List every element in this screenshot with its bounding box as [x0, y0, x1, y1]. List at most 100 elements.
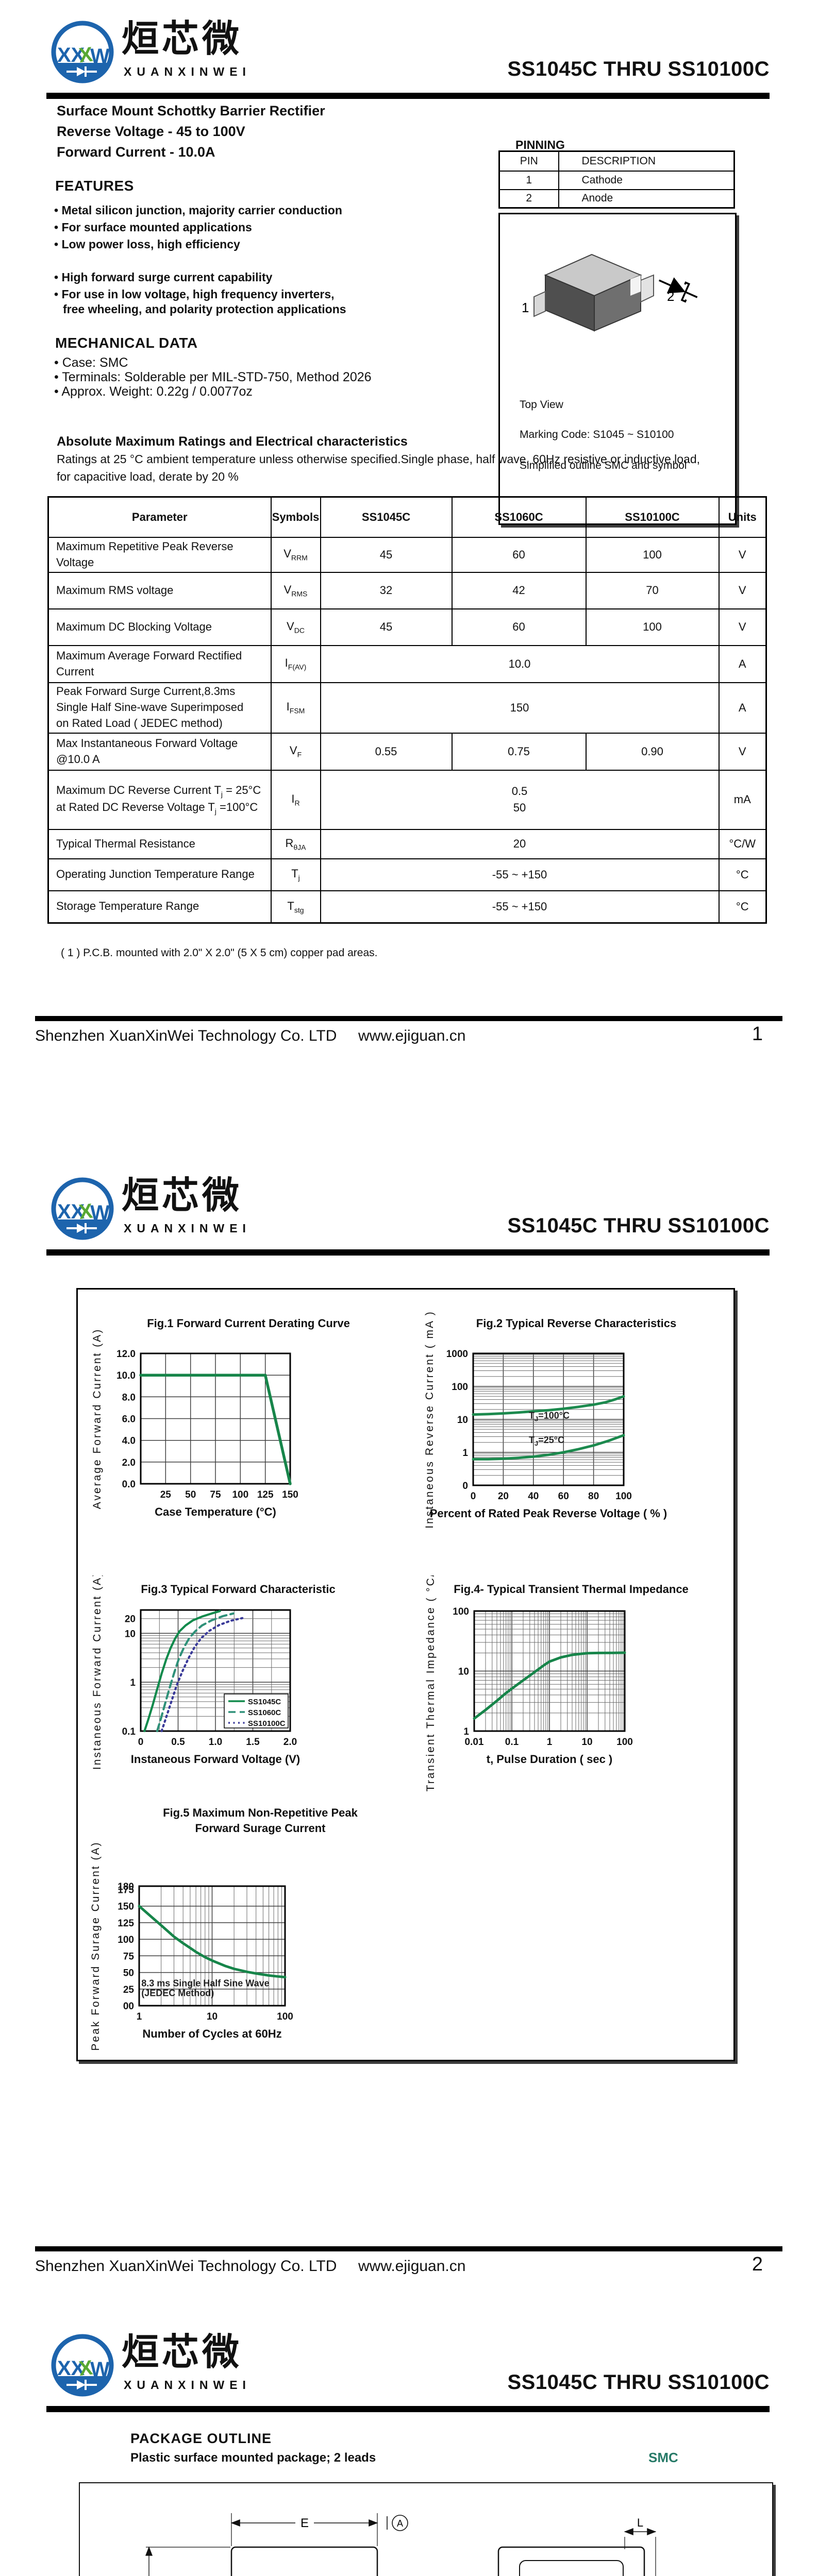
fig2-annotation: TJ​=100°C: [529, 1410, 570, 1422]
svg-text:1: 1: [137, 2011, 142, 2022]
value-cell: 45: [320, 608, 453, 646]
footer-rule: [35, 1016, 782, 1021]
fig3-series-SS1060C: [156, 1612, 235, 1733]
fig4-title: Fig.4- Typical Transient Thermal Impedan…: [454, 1583, 689, 1596]
svg-text:60: 60: [558, 1491, 569, 1502]
symbol-cell: IF(AV): [270, 645, 321, 683]
svg-text:10: 10: [458, 1667, 469, 1677]
page-number: 2: [752, 2253, 763, 2275]
fig3-ylabel: Instaneous Forward Current (A): [91, 1575, 103, 1770]
schottky-diode-symbol-icon: [658, 277, 698, 303]
ratings-conditions-2: for capacitive load, derate by 20 %: [57, 470, 239, 483]
ratings-row: Maximum Repetitive Peak Reverse Voltage V…: [47, 536, 767, 573]
pinning-row: 2 Anode: [498, 189, 735, 209]
svg-text:XX: XX: [57, 44, 85, 66]
value-cell: 10.0: [320, 645, 720, 683]
ratings-header-cell: SS10100C: [585, 496, 720, 538]
pin1-label: 1: [522, 300, 529, 315]
parameter-line: Peak Forward Surge Current,8.3ms: [56, 685, 236, 698]
ratings-row: Maximum DC Blocking Voltage VDC 45 60 100 V: [47, 608, 767, 646]
value-cell: 42: [451, 571, 587, 609]
svg-text:10: 10: [581, 1737, 592, 1748]
svg-text:00: 00: [123, 2001, 134, 2012]
parameter-line: Maximum DC Reverse Current Tj = 25°C: [56, 784, 261, 799]
fig4-series-Zth: [473, 1651, 626, 1720]
parameter-cell: Max Instantaneous Forward Voltage @10.0 …: [47, 732, 272, 771]
parameter-line: Typical Thermal Resistance: [56, 837, 195, 850]
svg-text:180: 180: [118, 1882, 134, 1892]
svg-text:100: 100: [277, 2011, 293, 2022]
header-rule: [46, 2406, 770, 2412]
mechanical-data-heading: MECHANICAL DATA: [55, 335, 198, 351]
ratings-table-el: Parameter Symbols SS1045C SS1060C SS10100C Un…: [47, 496, 767, 924]
svg-text:100: 100: [118, 1935, 134, 1945]
svg-text:XX: XX: [57, 1200, 85, 1223]
value-cell: 45: [320, 536, 453, 573]
unit-cell: V: [718, 732, 767, 771]
value-cell: 60: [451, 536, 587, 573]
unit-cell: °C/W: [718, 828, 767, 859]
parameter-cell: Maximum RMS voltage: [47, 571, 272, 609]
package-name-smc: SMC: [648, 2450, 678, 2465]
parameter-line: Maximum DC Blocking Voltage: [56, 620, 212, 633]
svg-text:12.0: 12.0: [116, 1349, 136, 1360]
pinning-header-cell: PIN: [498, 150, 559, 172]
ratings-row: Peak Forward Surge Current,8.3ms Single H…: [47, 682, 767, 734]
ratings-header-cell: SS1060C: [451, 496, 587, 538]
svg-text:2.0: 2.0: [122, 1458, 136, 1468]
mechanical-item: • Case: SMC: [54, 355, 128, 370]
page-header: XX X W 烜芯微 XUANXINWEI SS1045C THRU SS10100C: [0, 1157, 818, 1260]
ratings-header-cell: Symbols: [270, 496, 321, 538]
svg-text:1: 1: [462, 1448, 468, 1459]
svg-text:20: 20: [498, 1491, 509, 1502]
unit-cell: °C: [718, 890, 767, 924]
footer-company: Shenzhen XuanXinWei Technology Co. LTD: [35, 1027, 337, 1044]
feature-item: • For use in low voltage, high frequency…: [54, 287, 335, 301]
svg-text:10: 10: [207, 2011, 218, 2022]
value-cell: 32: [320, 571, 453, 609]
fig3-series-SS10100C: [160, 1617, 244, 1733]
ratings-table: Parameter Symbols SS1045C SS1060C SS10100C Un…: [47, 496, 767, 924]
ratings-row: Maximum Average Forward Rectified Curren…: [47, 645, 767, 683]
stacked-value: 0.5: [511, 785, 528, 798]
ratings-row: Maximum DC Reverse Current Tj = 25°C at R…: [47, 769, 767, 830]
unit-cell: mA: [718, 769, 767, 830]
unit-cell: V: [718, 608, 767, 646]
svg-text:0.0: 0.0: [122, 1479, 136, 1490]
svg-text:10: 10: [125, 1629, 136, 1639]
parameter-line: Maximum RMS voltage: [56, 583, 174, 597]
svg-text:6.0: 6.0: [122, 1414, 136, 1425]
mechanical-item: • Terminals: Solderable per MIL-STD-750,…: [54, 370, 372, 384]
header-rule: [46, 93, 770, 99]
symbol-cell: Tj: [270, 858, 321, 891]
unit-cell: A: [718, 682, 767, 734]
svg-text:SS1060C: SS1060C: [248, 1708, 281, 1717]
svg-text:X: X: [78, 1200, 94, 1224]
ratings-header-row: Parameter Symbols SS1045C SS1060C SS10100C Un…: [47, 496, 767, 538]
mechanical-item: • Approx. Weight: 0.22g / 0.0077oz: [54, 384, 253, 399]
svg-text:1000: 1000: [446, 1349, 468, 1360]
svg-text:4.0: 4.0: [122, 1436, 136, 1447]
dim-L-label: L: [637, 2516, 643, 2529]
ratings-row: Storage Temperature Range Tstg -55 ~ +150 °…: [47, 890, 767, 924]
svg-text:125: 125: [257, 1489, 274, 1500]
pinning-label: PINNING: [515, 138, 565, 151]
parameter-cell: Maximum Average Forward Rectified Curren…: [47, 645, 272, 683]
svg-text:150: 150: [282, 1489, 298, 1500]
fig1-xlabel: Case Temperature (°C): [155, 1505, 276, 1518]
svg-text:1: 1: [463, 1726, 469, 1737]
parameter-line: at Rated DC Reverse Voltage Tj =100°C: [56, 801, 258, 816]
subtitle-line-2: Reverse Voltage - 45 to 100V: [57, 124, 245, 139]
footer-website: www.ejiguan.cn: [358, 1027, 466, 1044]
footer-company: Shenzhen XuanXinWei Technology Co. LTD: [35, 2258, 337, 2275]
svg-text:X: X: [78, 43, 94, 67]
doc-title: SS1045C THRU SS10100C: [507, 1214, 770, 1237]
page-header: XX X W 烜芯微 XUANXINWEI SS1045C THRU SS10100C: [0, 2313, 818, 2416]
value-cell: 0.90: [585, 732, 720, 771]
value-cell: -55 ~ +150: [320, 858, 720, 891]
fig2-series-TJ=100°C: [472, 1395, 625, 1416]
svg-text:75: 75: [210, 1489, 221, 1500]
header-rule: [46, 1249, 770, 1256]
value-cell: 70: [585, 571, 720, 609]
ratings-row: Maximum RMS voltage VRMS 32 42 70 V: [47, 571, 767, 609]
